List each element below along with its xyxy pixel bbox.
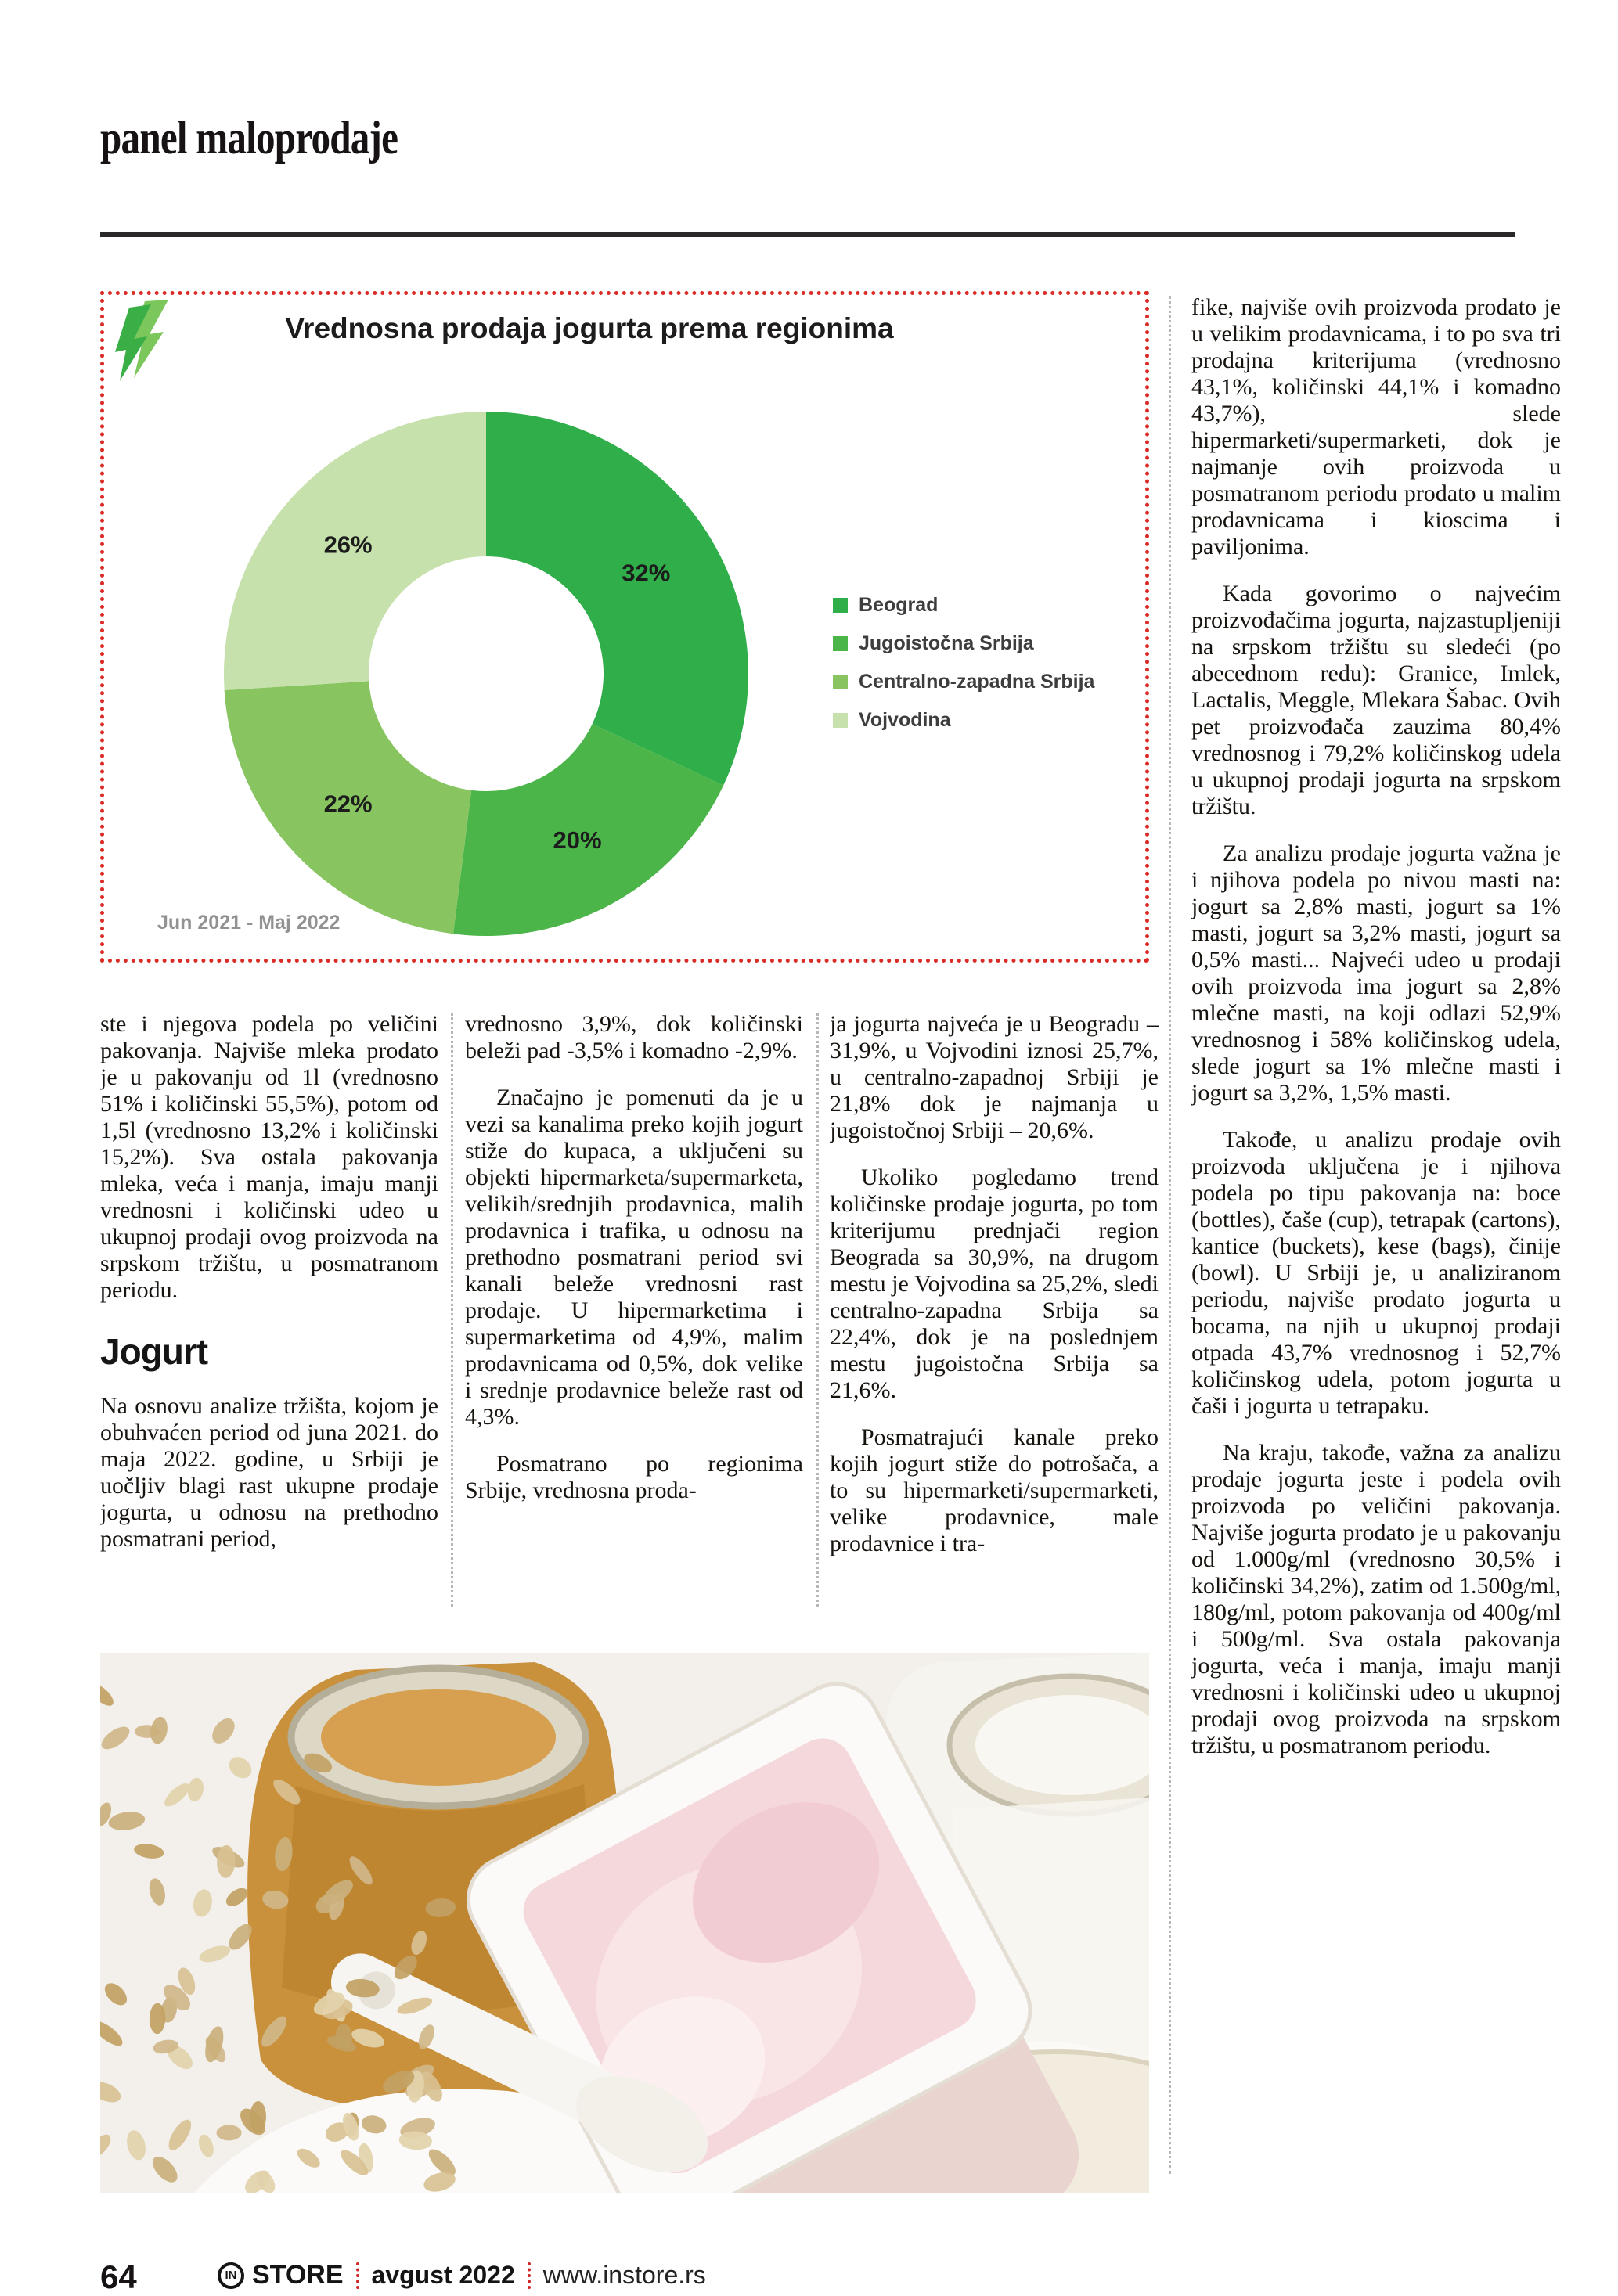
legend-swatch-vojvodina <box>833 713 848 728</box>
article-column-3: ja jogurta najveća je u Beogradu – 31,9%… <box>830 1011 1159 1618</box>
paragraph: Posmatrano po regionima Srbije, vrednosn… <box>465 1451 803 1503</box>
page-title: panel maloprodaje <box>100 112 398 164</box>
article-column-2: vrednosno 3,9%, dok količinski beleži pa… <box>465 1011 803 1618</box>
chart-period-label: Jun 2021 - Maj 2022 <box>157 912 341 934</box>
instore-logo-icon: IN <box>218 2262 244 2289</box>
donut-segment <box>224 681 472 934</box>
paragraph: Značajno je pomenuti da je u vezi sa kan… <box>465 1085 803 1430</box>
chart-title: Vrednosna prodaja jogurta prema regionim… <box>285 312 894 344</box>
paragraph: ja jogurta najveća je u Beogradu – 31,9%… <box>830 1011 1159 1143</box>
paragraph: Takođe, u analizu prodaje ovih proizvoda… <box>1191 1127 1561 1419</box>
section-heading-jogurt: Jogurt <box>100 1331 208 1372</box>
footer-site: www.instore.rs <box>542 2261 706 2289</box>
paragraph: Na kraju, takođe, važna za analizu proda… <box>1191 1440 1561 1758</box>
paragraph: Ukoliko pogledamo trend količinske proda… <box>830 1164 1159 1403</box>
column-divider <box>816 1013 819 1607</box>
chart-legend: Beograd Jugoistočna Srbija Centralno-zap… <box>833 586 1094 740</box>
paragraph: vrednosno 3,9%, dok količinski beleži pa… <box>465 1011 803 1063</box>
legend-item: Beograd <box>833 586 1094 624</box>
article-column-1: ste i njegova podela po veličini pakovan… <box>100 1011 438 1618</box>
footer-brand-row: IN STORE avgust 2022 www.instore.rs <box>218 2260 706 2291</box>
oat-flakes-shape <box>89 1683 456 2193</box>
article-column-4: fike, najviše ovih proizvoda prodato je … <box>1191 294 1561 2118</box>
legend-swatch-beograd <box>833 598 848 613</box>
legend-item: Centralno-zapadna Srbija <box>833 663 1094 701</box>
donut-value-label: 22% <box>324 790 373 818</box>
donut-chart: 32% 20% 22% 26% <box>212 400 760 948</box>
header-rule <box>100 232 1515 237</box>
donut-value-label: 32% <box>622 559 670 586</box>
page-number: 64 <box>100 2258 137 2295</box>
paragraph: Za analizu prodaje jogurta važna je i nj… <box>1191 840 1561 1106</box>
paragraph: Posmatrajući kanale preko kojih jogurt s… <box>830 1424 1159 1556</box>
chart-box: Vrednosna prodaja jogurta prema regionim… <box>100 291 1149 963</box>
legend-item: Jugoistočna Srbija <box>833 624 1094 663</box>
legend-label: Beograd <box>859 594 939 616</box>
legend-label: Centralno-zapadna Srbija <box>859 671 1095 693</box>
legend-label: Vojvodina <box>859 709 951 731</box>
footer-separator <box>355 2262 359 2289</box>
legend-label: Jugoistočna Srbija <box>859 632 1034 654</box>
legend-item: Vojvodina <box>833 701 1094 740</box>
legend-swatch-jugoistocna <box>833 636 848 651</box>
donut-value-label: 26% <box>324 531 373 558</box>
donut-segment <box>453 723 724 936</box>
donut-segment <box>486 412 748 786</box>
footer-brand: STORE <box>252 2260 344 2290</box>
footer: 64 IN STORE avgust 2022 www.instore.rs <box>0 2258 1618 2295</box>
paragraph: ste i njegova podela po veličini pakovan… <box>100 1011 438 1303</box>
legend-swatch-centralno <box>833 675 848 689</box>
footer-separator <box>527 2262 531 2289</box>
paragraph: Na osnovu analize tržišta, kojom je obuh… <box>100 1393 438 1552</box>
column-divider <box>1169 296 1171 2174</box>
column-divider <box>451 1013 453 1607</box>
donut-segment <box>224 412 486 691</box>
yogurt-photo <box>89 1653 1244 2296</box>
footer-issue: avgust 2022 <box>371 2261 515 2289</box>
paragraph: Kada govorimo o najvećim proizvođačima j… <box>1191 581 1561 819</box>
green-bolt-icon <box>115 300 168 381</box>
donut-value-label: 20% <box>553 826 602 854</box>
paragraph: fike, najviše ovih proizvoda prodato je … <box>1191 294 1561 560</box>
